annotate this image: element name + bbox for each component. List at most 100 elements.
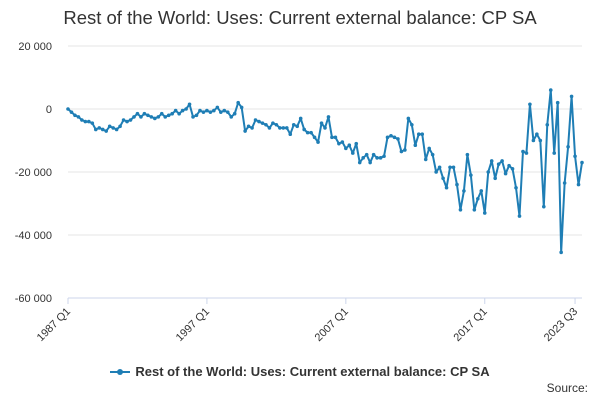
data-point[interactable] bbox=[361, 156, 366, 160]
data-point[interactable] bbox=[448, 165, 452, 170]
data-point[interactable] bbox=[194, 113, 199, 118]
data-point[interactable] bbox=[357, 160, 362, 165]
data-point[interactable] bbox=[479, 189, 484, 193]
data-point[interactable] bbox=[69, 110, 74, 114]
data-point[interactable] bbox=[385, 135, 390, 140]
data-point[interactable] bbox=[416, 132, 421, 136]
data-point[interactable] bbox=[187, 102, 192, 107]
data-point[interactable] bbox=[159, 111, 164, 116]
data-point[interactable] bbox=[219, 110, 223, 114]
data-point[interactable] bbox=[392, 135, 397, 140]
data-point[interactable] bbox=[486, 170, 491, 174]
data-point[interactable] bbox=[215, 105, 220, 110]
data-point[interactable] bbox=[552, 151, 557, 155]
data-point[interactable] bbox=[222, 108, 227, 113]
data-point[interactable] bbox=[128, 118, 133, 122]
data-point[interactable] bbox=[153, 116, 157, 121]
data-point[interactable] bbox=[66, 107, 70, 111]
data-point[interactable] bbox=[236, 100, 240, 105]
data-point[interactable] bbox=[323, 126, 327, 130]
data-point[interactable] bbox=[232, 111, 237, 116]
data-point[interactable] bbox=[340, 140, 345, 144]
data-point[interactable] bbox=[562, 181, 567, 185]
data-point[interactable] bbox=[333, 135, 338, 140]
data-point[interactable] bbox=[139, 115, 143, 119]
data-point[interactable] bbox=[517, 214, 522, 218]
data-point[interactable] bbox=[229, 115, 234, 119]
data-point[interactable] bbox=[309, 130, 313, 135]
data-point[interactable] bbox=[406, 116, 411, 121]
data-point[interactable] bbox=[90, 121, 95, 125]
data-point[interactable] bbox=[472, 208, 477, 212]
data-point[interactable] bbox=[569, 94, 574, 99]
data-point[interactable] bbox=[476, 196, 480, 201]
data-point[interactable] bbox=[260, 121, 265, 125]
data-point[interactable] bbox=[93, 127, 98, 132]
data-point[interactable] bbox=[500, 159, 504, 163]
data-point[interactable] bbox=[524, 151, 529, 155]
data-point[interactable] bbox=[437, 165, 442, 170]
data-point[interactable] bbox=[347, 143, 352, 148]
data-point[interactable] bbox=[125, 119, 129, 124]
data-point[interactable] bbox=[264, 122, 268, 127]
data-point[interactable] bbox=[434, 170, 438, 174]
data-point[interactable] bbox=[250, 126, 254, 130]
data-point[interactable] bbox=[225, 110, 230, 114]
data-point[interactable] bbox=[566, 145, 570, 149]
data-point[interactable] bbox=[455, 182, 459, 187]
data-point[interactable] bbox=[271, 121, 275, 125]
data-point[interactable] bbox=[316, 140, 320, 144]
data-point[interactable] bbox=[166, 113, 171, 118]
data-point[interactable] bbox=[507, 163, 511, 168]
data-point[interactable] bbox=[184, 107, 188, 111]
data-point[interactable] bbox=[555, 100, 560, 105]
data-point[interactable] bbox=[444, 185, 449, 190]
data-point[interactable] bbox=[257, 119, 261, 124]
data-point[interactable] bbox=[76, 115, 81, 119]
data-point[interactable] bbox=[375, 156, 379, 160]
data-point[interactable] bbox=[312, 135, 317, 140]
data-point[interactable] bbox=[344, 146, 348, 151]
data-point[interactable] bbox=[243, 129, 247, 133]
data-point[interactable] bbox=[114, 127, 119, 132]
data-point[interactable] bbox=[111, 126, 115, 130]
data-point[interactable] bbox=[83, 119, 88, 124]
data-point[interactable] bbox=[510, 167, 515, 171]
data-point[interactable] bbox=[528, 102, 532, 107]
data-point[interactable] bbox=[378, 156, 383, 160]
data-point[interactable] bbox=[420, 132, 425, 136]
data-point[interactable] bbox=[319, 121, 324, 125]
data-point[interactable] bbox=[291, 122, 296, 127]
data-point[interactable] bbox=[503, 171, 508, 176]
data-point[interactable] bbox=[482, 211, 487, 215]
data-point[interactable] bbox=[73, 113, 77, 118]
data-point[interactable] bbox=[521, 149, 525, 154]
data-point[interactable] bbox=[403, 148, 407, 152]
data-point[interactable] bbox=[462, 189, 466, 193]
data-point[interactable] bbox=[368, 160, 372, 165]
data-point[interactable] bbox=[288, 132, 293, 136]
data-point[interactable] bbox=[177, 111, 181, 116]
data-point[interactable] bbox=[580, 160, 584, 165]
data-point[interactable] bbox=[87, 119, 91, 124]
data-point[interactable] bbox=[576, 182, 581, 187]
data-point[interactable] bbox=[514, 185, 518, 190]
data-point[interactable] bbox=[107, 124, 112, 129]
data-point[interactable] bbox=[142, 111, 147, 116]
data-point[interactable] bbox=[371, 152, 376, 157]
legend[interactable]: Rest of the World: Uses: Current externa… bbox=[0, 364, 600, 379]
data-point[interactable] bbox=[531, 138, 536, 143]
data-point[interactable] bbox=[191, 115, 195, 119]
data-point[interactable] bbox=[208, 110, 213, 114]
data-point[interactable] bbox=[146, 113, 150, 118]
data-point[interactable] bbox=[163, 115, 168, 119]
data-point[interactable] bbox=[493, 176, 497, 181]
data-point[interactable] bbox=[330, 135, 334, 140]
data-point[interactable] bbox=[399, 149, 404, 154]
data-point[interactable] bbox=[156, 115, 161, 119]
data-point[interactable] bbox=[354, 141, 359, 146]
data-point[interactable] bbox=[121, 118, 126, 122]
data-point[interactable] bbox=[382, 154, 386, 159]
data-point[interactable] bbox=[253, 118, 258, 122]
data-point[interactable] bbox=[441, 176, 445, 181]
